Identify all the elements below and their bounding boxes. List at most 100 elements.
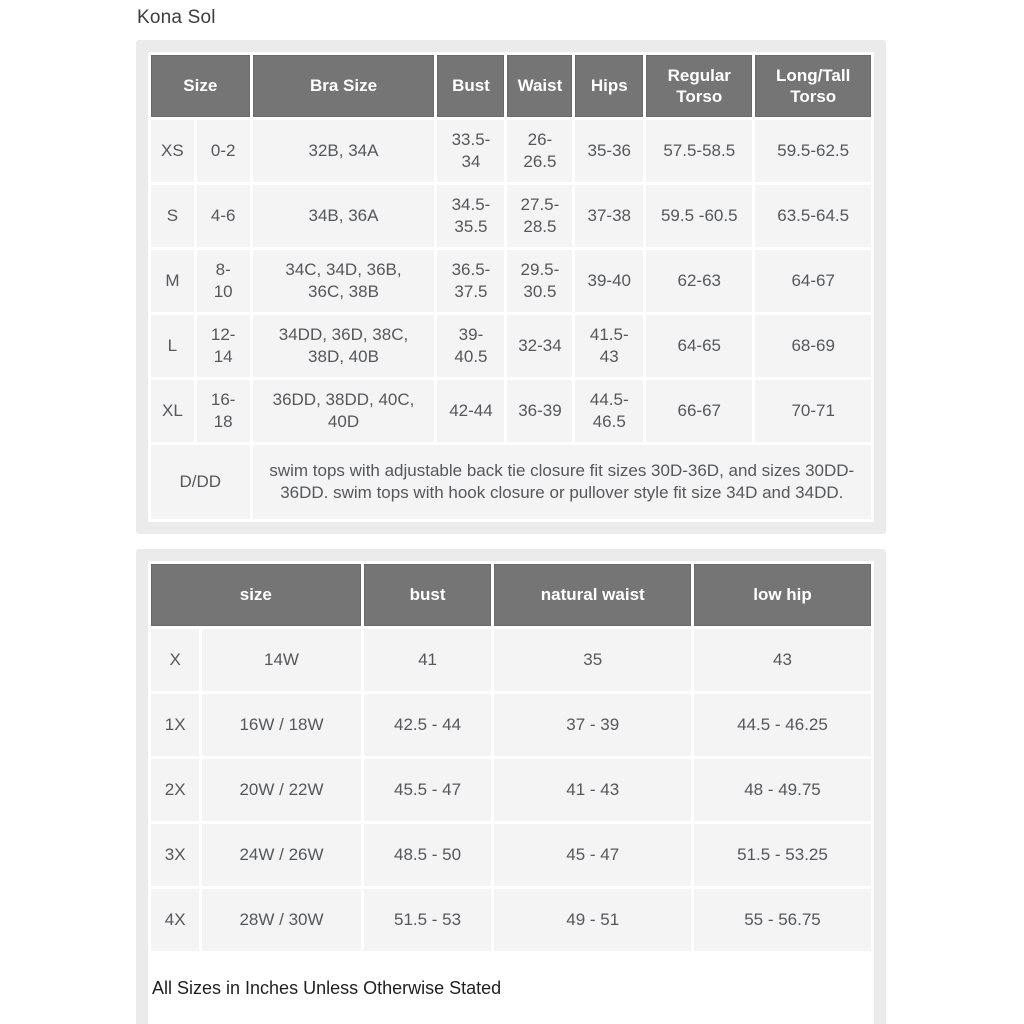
cell-regular-torso: 59.5 -60.5 [646,185,753,247]
cell-size: S [151,185,194,247]
cell-size: 2X [151,759,200,821]
cell-low-hip: 48 - 49.75 [693,759,871,821]
col-header-bust: Bust [437,55,505,117]
plus-size-table: size bust natural waist low hip X 14W 41… [148,561,874,954]
table-row-m: M 8- 10 34C, 34D, 36B, 36C, 38B 36.5- 37… [151,250,871,312]
table-row-d-dd-note: D/DD swim tops with adjustable back tie … [151,445,871,519]
cell-bust: 34.5- 35.5 [437,185,505,247]
cell-long-tall-torso: 64-67 [755,250,871,312]
standard-header-row: Size Bra Size Bust Waist Hips Regular To… [151,55,871,117]
page-title: Kona Sol [137,7,216,28]
table-row-xl: XL 16- 18 36DD, 38DD, 40C, 40D 42-44 36-… [151,380,871,442]
cell-bust: 51.5 - 53 [363,889,492,951]
cell-low-hip: 43 [693,629,871,691]
col-header-bra-size: Bra Size [252,55,435,117]
cell-size-range: 28W / 30W [202,889,361,951]
cell-bust: 39- 40.5 [437,315,505,377]
col-header-size: Size [151,55,250,117]
cell-regular-torso: 66-67 [646,380,753,442]
cell-size: XS [151,120,194,182]
cell-bra-size: 32B, 34A [252,120,435,182]
col-header-long-tall-torso: Long/Tall Torso [755,55,871,117]
cell-size-range: 20W / 22W [202,759,361,821]
cell-size-range: 12- 14 [196,315,250,377]
cell-bra-size: 34C, 34D, 36B, 36C, 38B [252,250,435,312]
units-footnote: All Sizes in Inches Unless Otherwise Sta… [152,978,502,998]
cell-low-hip: 51.5 - 53.25 [693,824,871,886]
cell-bust: 33.5- 34 [437,120,505,182]
table-row-1x: 1X 16W / 18W 42.5 - 44 37 - 39 44.5 - 46… [151,694,871,756]
cell-hips: 41.5- 43 [575,315,644,377]
cell-size: 4X [151,889,200,951]
cell-long-tall-torso: 68-69 [755,315,871,377]
cell-size: M [151,250,194,312]
cell-bra-size: 34DD, 36D, 38C, 38D, 40B [252,315,435,377]
cell-bust: 36.5- 37.5 [437,250,505,312]
cell-natural-waist: 35 [494,629,691,691]
cell-long-tall-torso: 63.5-64.5 [755,185,871,247]
plus-header-row: size bust natural waist low hip [151,564,871,626]
cell-bust: 45.5 - 47 [363,759,492,821]
cell-size-range: 4-6 [196,185,250,247]
cell-hips: 37-38 [575,185,644,247]
table-row-4x: 4X 28W / 30W 51.5 - 53 49 - 51 55 - 56.7… [151,889,871,951]
cell-size: 1X [151,694,200,756]
cell-natural-waist: 45 - 47 [494,824,691,886]
cell-waist: 32-34 [507,315,573,377]
cell-waist: 27.5- 28.5 [507,185,573,247]
cell-hips: 35-36 [575,120,644,182]
cell-waist: 26- 26.5 [507,120,573,182]
cell-size-range: 16- 18 [196,380,250,442]
col-header-regular-torso: Regular Torso [646,55,753,117]
plus-size-chart-inner: size bust natural waist low hip X 14W 41… [148,561,874,1024]
cell-size-range: 24W / 26W [202,824,361,886]
standard-size-table: Size Bra Size Bust Waist Hips Regular To… [148,52,874,522]
col-header-low-hip: low hip [693,564,871,626]
cell-natural-waist: 37 - 39 [494,694,691,756]
table-row-2x: 2X 20W / 22W 45.5 - 47 41 - 43 48 - 49.7… [151,759,871,821]
col-header-bust: bust [363,564,492,626]
standard-size-chart-inner: Size Bra Size Bust Waist Hips Regular To… [148,52,874,522]
cell-bust: 42.5 - 44 [363,694,492,756]
cell-hips: 44.5- 46.5 [575,380,644,442]
cell-bra-size: 34B, 36A [252,185,435,247]
cell-natural-waist: 41 - 43 [494,759,691,821]
cell-waist: 36-39 [507,380,573,442]
cell-low-hip: 55 - 56.75 [693,889,871,951]
cell-size-range: 8- 10 [196,250,250,312]
plus-size-chart-panel: size bust natural waist low hip X 14W 41… [136,549,886,1024]
cell-bust: 41 [363,629,492,691]
cell-regular-torso: 64-65 [646,315,753,377]
table-row-x: X 14W 41 35 43 [151,629,871,691]
table-row-s: S 4-6 34B, 36A 34.5- 35.5 27.5- 28.5 37-… [151,185,871,247]
cell-d-dd-note: swim tops with adjustable back tie closu… [252,445,871,519]
table-row-xs: XS 0-2 32B, 34A 33.5- 34 26- 26.5 35-36 … [151,120,871,182]
cell-size: L [151,315,194,377]
cell-regular-torso: 62-63 [646,250,753,312]
col-header-waist: Waist [507,55,573,117]
cell-size-range: 16W / 18W [202,694,361,756]
cell-size: X [151,629,200,691]
cell-hips: 39-40 [575,250,644,312]
col-header-hips: Hips [575,55,644,117]
cell-regular-torso: 57.5-58.5 [646,120,753,182]
col-header-size: size [151,564,361,626]
cell-size-range: 0-2 [196,120,250,182]
cell-size-d-dd: D/DD [151,445,250,519]
standard-size-chart-panel: Size Bra Size Bust Waist Hips Regular To… [136,40,886,534]
cell-bust: 48.5 - 50 [363,824,492,886]
cell-long-tall-torso: 70-71 [755,380,871,442]
cell-low-hip: 44.5 - 46.25 [693,694,871,756]
cell-size-range: 14W [202,629,361,691]
cell-waist: 29.5- 30.5 [507,250,573,312]
col-header-natural-waist: natural waist [494,564,691,626]
cell-bust: 42-44 [437,380,505,442]
cell-bra-size: 36DD, 38DD, 40C, 40D [252,380,435,442]
cell-natural-waist: 49 - 51 [494,889,691,951]
cell-size: 3X [151,824,200,886]
table-row-3x: 3X 24W / 26W 48.5 - 50 45 - 47 51.5 - 53… [151,824,871,886]
cell-long-tall-torso: 59.5-62.5 [755,120,871,182]
table-row-l: L 12- 14 34DD, 36D, 38C, 38D, 40B 39- 40… [151,315,871,377]
cell-size: XL [151,380,194,442]
